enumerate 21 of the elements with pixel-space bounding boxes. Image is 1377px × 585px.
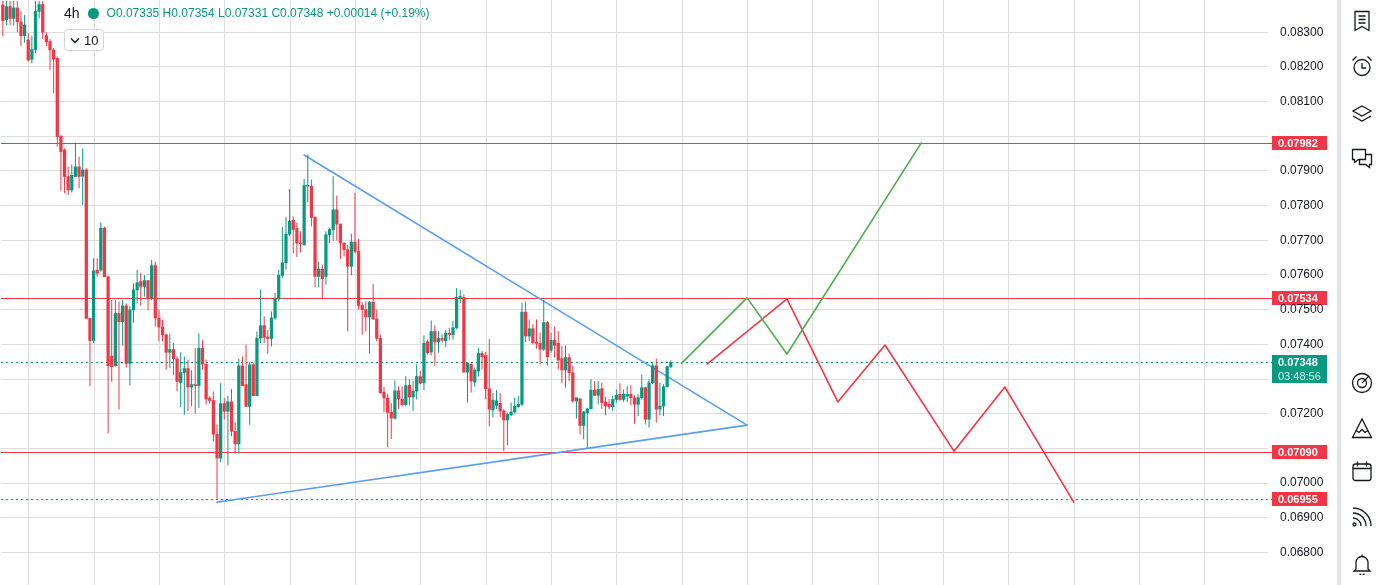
y-tick-label: 0.08300 [1280, 24, 1324, 39]
y-tick-label: 0.07200 [1280, 406, 1324, 421]
y-tick-label: 0.07000 [1280, 475, 1324, 490]
y-tick-label: 0.06900 [1280, 510, 1324, 525]
y-tick-label: 0.08200 [1280, 59, 1324, 74]
text: O0.07335 H0.07354 L0.07331 C0.07348 +0.00014 (+0.19%) [106, 5, 430, 22]
ref-line-label: 0.06955 [1278, 492, 1318, 505]
y-tick-label: 0.07400 [1280, 336, 1324, 351]
y-tick-label: 0.07900 [1280, 163, 1324, 178]
ref-line-label: 0.07090 [1278, 445, 1318, 458]
y-tick-label: 0.07500 [1280, 301, 1324, 316]
ref-line-label: 0.07982 [1278, 136, 1318, 149]
y-tick-label: 0.07600 [1280, 267, 1324, 282]
ref-line-label: 0.07534 [1278, 291, 1319, 304]
y-tick-label: 0.07800 [1280, 197, 1324, 212]
chart-title: 4h [64, 4, 80, 22]
annotation: 10 [84, 32, 99, 48]
y-tick-label: 0.07700 [1280, 232, 1324, 247]
ref-line-label: 0.07348 03:48:56 [1278, 355, 1321, 382]
y-tick-label: 0.06800 [1280, 544, 1324, 559]
y-tick-label: 0.08100 [1280, 93, 1324, 108]
